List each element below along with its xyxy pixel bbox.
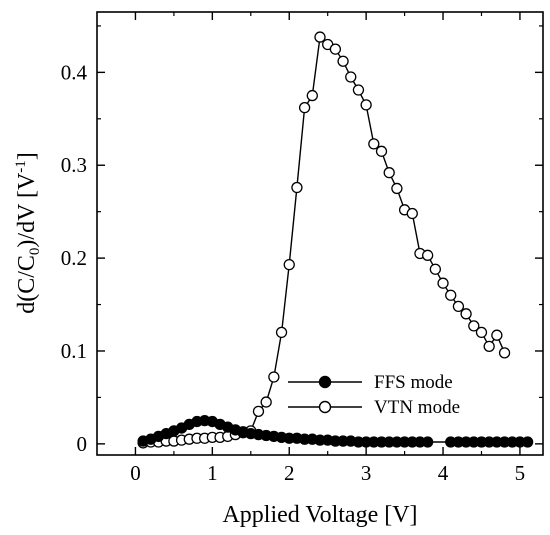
y-axis-title-part-a: d(C/C xyxy=(14,255,40,314)
vtn-mode-point xyxy=(475,326,488,339)
x-tick-label: 3 xyxy=(361,461,372,485)
vtn-mode-point xyxy=(452,300,465,313)
vtn-mode-point xyxy=(406,207,418,220)
x-tick-label: 0 xyxy=(130,461,141,485)
vtn-mode-point xyxy=(391,182,403,195)
vtn-mode-point xyxy=(345,71,357,83)
vtn-mode-point xyxy=(368,138,380,150)
x-tick-label: 5 xyxy=(515,461,526,485)
legend-label-vtn-mode: VTN mode xyxy=(374,397,460,418)
legend-bg xyxy=(284,371,470,393)
vtn-mode-point xyxy=(314,31,326,43)
ffs-mode-point xyxy=(422,436,434,448)
legend-marker-vtn-mode xyxy=(318,400,332,414)
vtn-mode-point xyxy=(460,308,472,320)
y-axis-title-sub: 0 xyxy=(27,248,43,256)
y-tick-label: 0.1 xyxy=(61,339,87,363)
y-tick-label: 0.4 xyxy=(61,60,88,84)
x-tick-label: 2 xyxy=(284,461,295,485)
vtn-mode-point xyxy=(329,43,342,55)
y-tick-label: 0 xyxy=(77,432,88,456)
x-tick-label: 4 xyxy=(438,461,449,485)
vtn-mode-point xyxy=(252,405,265,418)
vtn-mode-point xyxy=(268,371,280,383)
legend-label-ffs-mode: FFS mode xyxy=(374,372,453,393)
vtn-mode-point xyxy=(491,329,503,341)
vtn-mode-point xyxy=(429,263,441,275)
y-tick-label: 0.3 xyxy=(61,153,87,177)
x-ticks: 0 1 2 3 4 5 xyxy=(130,12,525,485)
legend: FFS mode VTN mode xyxy=(284,371,470,418)
vtn-mode-point xyxy=(337,55,349,67)
y-axis-title-part-c: ] xyxy=(14,152,40,160)
y-axis-title-sup: -1 xyxy=(13,160,29,173)
vtn-mode-point xyxy=(483,340,495,352)
vtn-mode-point xyxy=(306,89,318,102)
vtn-mode-point xyxy=(375,145,388,157)
x-axis-title: Applied Voltage [V] xyxy=(222,502,417,528)
vtn-mode-point xyxy=(260,396,272,408)
vtn-mode-point xyxy=(352,84,365,96)
legend-marker-ffs-mode xyxy=(318,375,332,389)
plot-frame xyxy=(96,11,544,456)
y-ticks: 0 0.1 0.2 0.3 0.4 xyxy=(61,25,543,456)
x-tick-label: 1 xyxy=(207,461,218,485)
vtn-mode-point xyxy=(383,167,395,179)
series-layer xyxy=(137,31,534,449)
vtn-mode-point xyxy=(445,289,457,301)
vtn-mode-point xyxy=(360,99,372,111)
vtn-mode-point xyxy=(283,258,295,271)
vtn-mode-point xyxy=(291,181,303,194)
vtn-mode-point xyxy=(298,102,311,114)
legend-bg xyxy=(284,396,470,418)
ffs-mode-point xyxy=(521,436,534,448)
vtn-mode-point xyxy=(422,249,434,261)
y-tick-label: 0.2 xyxy=(61,246,87,270)
vtn-mode-point xyxy=(498,347,511,359)
y-axis-title: d(C/C0)/dV [V-1] xyxy=(13,152,43,314)
vtn-mode-point xyxy=(275,326,288,339)
y-axis-title-part-b: )/dV [V xyxy=(14,172,40,248)
vtn-mode-point xyxy=(468,320,480,332)
vtn-mode-point xyxy=(437,277,449,289)
